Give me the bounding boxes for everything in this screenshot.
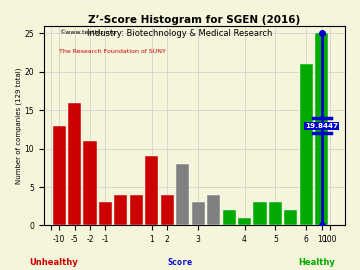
Text: Unhealthy: Unhealthy <box>30 258 78 267</box>
Bar <box>84 141 96 225</box>
Bar <box>269 202 282 225</box>
Text: Healthy: Healthy <box>298 258 335 267</box>
Text: Industry: Biotechnology & Medical Research: Industry: Biotechnology & Medical Resear… <box>87 29 273 38</box>
Bar <box>68 103 81 225</box>
Bar <box>284 210 297 225</box>
Bar <box>192 202 205 225</box>
Bar <box>315 33 328 225</box>
Bar <box>222 210 236 225</box>
Bar <box>253 202 266 225</box>
Bar <box>176 164 189 225</box>
Bar <box>53 126 66 225</box>
Bar <box>300 64 313 225</box>
Bar <box>207 195 220 225</box>
Bar <box>114 195 127 225</box>
Text: Score: Score <box>167 258 193 267</box>
Y-axis label: Number of companies (129 total): Number of companies (129 total) <box>15 68 22 184</box>
Bar <box>161 195 174 225</box>
Bar <box>99 202 112 225</box>
Bar <box>145 156 158 225</box>
Bar <box>238 218 251 225</box>
Text: The Research Foundation of SUNY: The Research Foundation of SUNY <box>59 49 166 54</box>
Title: Z’-Score Histogram for SGEN (2016): Z’-Score Histogram for SGEN (2016) <box>88 15 301 25</box>
Bar <box>130 195 143 225</box>
Text: ©www.textbiz.org: ©www.textbiz.org <box>59 30 116 35</box>
Text: 19.8447: 19.8447 <box>305 123 338 129</box>
